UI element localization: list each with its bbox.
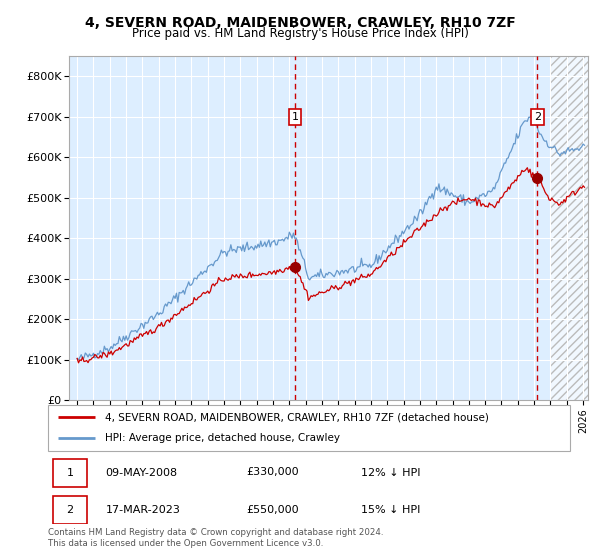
Text: 4, SEVERN ROAD, MAIDENBOWER, CRAWLEY, RH10 7ZF (detached house): 4, SEVERN ROAD, MAIDENBOWER, CRAWLEY, RH… [106,412,489,422]
Text: 1: 1 [292,112,299,122]
FancyBboxPatch shape [53,496,87,524]
Text: Price paid vs. HM Land Registry's House Price Index (HPI): Price paid vs. HM Land Registry's House … [131,27,469,40]
Text: This data is licensed under the Open Government Licence v3.0.: This data is licensed under the Open Gov… [48,539,323,548]
FancyBboxPatch shape [53,459,87,487]
Text: 2: 2 [534,112,541,122]
Text: Contains HM Land Registry data © Crown copyright and database right 2024.: Contains HM Land Registry data © Crown c… [48,528,383,536]
Bar [550,56,599,400]
Text: 09-MAY-2008: 09-MAY-2008 [106,468,178,478]
Bar [550,56,599,400]
Text: 17-MAR-2023: 17-MAR-2023 [106,505,180,515]
Text: 1: 1 [67,468,74,478]
Text: 12% ↓ HPI: 12% ↓ HPI [361,468,421,478]
Text: 15% ↓ HPI: 15% ↓ HPI [361,505,421,515]
Text: 2: 2 [67,505,74,515]
Text: 4, SEVERN ROAD, MAIDENBOWER, CRAWLEY, RH10 7ZF: 4, SEVERN ROAD, MAIDENBOWER, CRAWLEY, RH… [85,16,515,30]
Text: HPI: Average price, detached house, Crawley: HPI: Average price, detached house, Craw… [106,433,340,444]
Text: £550,000: £550,000 [247,505,299,515]
Text: £330,000: £330,000 [247,468,299,478]
